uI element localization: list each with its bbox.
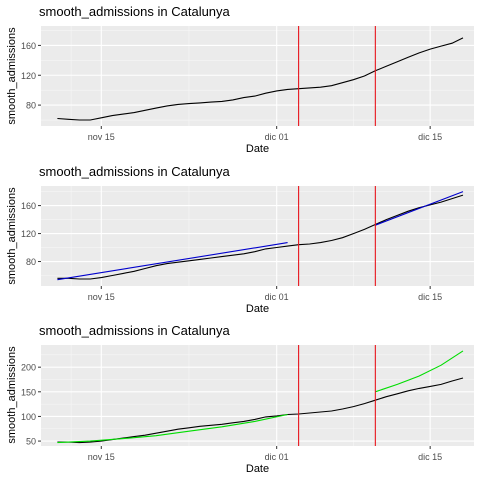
- series-line-1: [57, 37, 464, 121]
- chart-title: smooth_admissions in Catalunya: [39, 4, 231, 19]
- plot-background: [41, 26, 474, 126]
- x-tick-label: dic 01: [265, 292, 289, 302]
- x-tick-label: dic 15: [418, 292, 442, 302]
- plot-background: [41, 186, 474, 286]
- x-tick-label: nov 15: [88, 292, 115, 302]
- x-tick-label: dic 01: [265, 452, 289, 462]
- y-tick-label: 160: [21, 201, 36, 211]
- chart-panel-3: smooth_admissions in Catalunya 50 100 150 20…: [6, 323, 474, 475]
- y-tick-label: 160: [21, 41, 36, 51]
- x-tick-label: dic 01: [265, 132, 289, 142]
- y-tick-label: 80: [26, 101, 36, 111]
- chart-panel-1: smooth_admissions in Catalunya 80 120 160 no…: [6, 4, 474, 155]
- x-axis-label: Date: [246, 143, 269, 155]
- y-axis-label: smooth_admissions: [6, 27, 18, 125]
- x-tick-label: dic 15: [418, 132, 442, 142]
- y-tick-label: 120: [21, 71, 36, 81]
- y-tick-label: 50: [26, 437, 36, 447]
- y-tick-label: 80: [26, 257, 36, 267]
- x-tick-label: nov 15: [88, 452, 115, 462]
- y-tick-label: 150: [21, 387, 36, 397]
- plot-background: [41, 345, 474, 446]
- chart-title: smooth_admissions in Catalunya: [39, 164, 231, 179]
- y-tick-label: 100: [21, 412, 36, 422]
- y-tick-label: 120: [21, 229, 36, 239]
- series-line-2: [57, 242, 288, 281]
- series-line-1: [57, 377, 464, 444]
- y-axis-label: smooth_admissions: [6, 346, 18, 444]
- x-axis-label: Date: [246, 303, 269, 315]
- chart-panel-2: smooth_admissions in Catalunya 80 120 160 no…: [6, 164, 474, 315]
- series-line-3: [375, 350, 464, 393]
- series-line-2: [57, 413, 288, 444]
- series-line-1: [57, 194, 464, 280]
- x-tick-label: nov 15: [88, 132, 115, 142]
- y-tick-label: 200: [21, 363, 36, 373]
- x-tick-label: dic 15: [418, 452, 442, 462]
- chart-title: smooth_admissions in Catalunya: [39, 323, 231, 338]
- series-line-3: [375, 191, 464, 226]
- x-axis-label: Date: [246, 463, 269, 475]
- y-axis-label: smooth_admissions: [6, 187, 18, 285]
